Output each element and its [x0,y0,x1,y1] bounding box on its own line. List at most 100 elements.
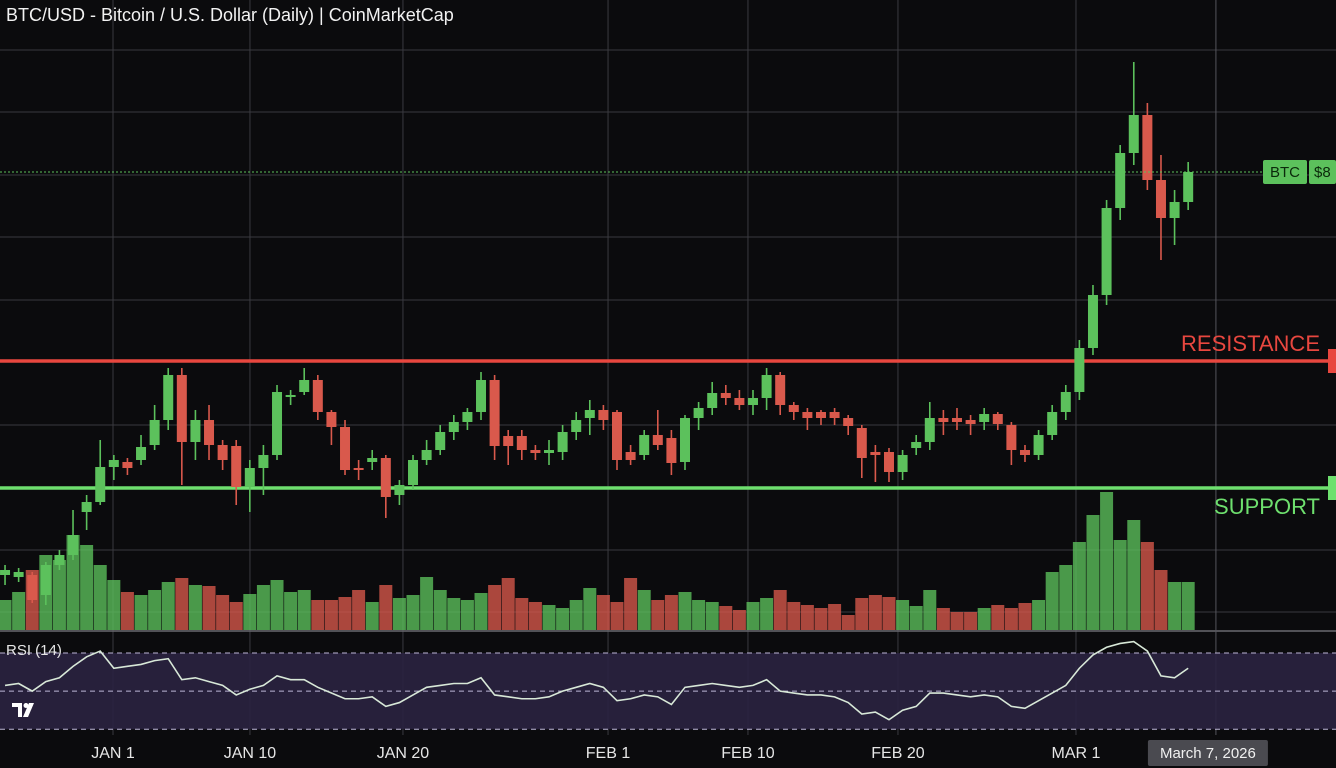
volume-bar [977,608,991,630]
x-tick-label: JAN 10 [224,745,277,762]
candle-body [503,436,514,446]
volume-bar [556,608,570,630]
candle-body [965,420,976,424]
volume-bar [1032,600,1046,630]
volume-bar [338,597,352,630]
candle-body [584,410,595,418]
volume-bar [528,602,542,630]
candle-body [0,570,11,575]
candle-body [367,458,378,462]
candle-body [679,418,690,462]
candle-body [747,398,758,405]
volume-bar [148,590,162,630]
candle-body [408,460,419,485]
candle-body [1019,450,1030,455]
candle-body [897,455,908,472]
candle-body [217,445,228,460]
volume-bar [1127,520,1141,630]
volume-bar [107,580,121,630]
rsi-pane: RSI (14) [0,640,1336,730]
candle-body [1142,115,1153,180]
candle-body [625,452,636,460]
candle-body [802,412,813,418]
candle-body [421,450,432,460]
candle-body [68,535,79,555]
candle-body [54,555,65,565]
candle-body [108,460,119,467]
candle-body [340,427,351,470]
chart-title: BTC/USD - Bitcoin / U.S. Dollar (Daily) … [6,5,454,25]
candle-body [843,418,854,426]
candle-body [1087,295,1098,348]
level-label: SUPPORT [1214,494,1320,519]
level-marker [1328,349,1336,373]
candle-body [312,380,323,412]
volume-bar [161,582,175,630]
volume-bar [488,585,502,630]
volume-bar [936,608,950,630]
x-tick-label: FEB 10 [721,745,774,762]
rsi-label: RSI (14) [6,642,62,659]
volume-bar [420,577,434,630]
volume-bar [229,602,243,630]
volume-bar [678,592,692,630]
logo-part [12,703,22,717]
volume-bar [868,595,882,630]
candle-body [244,468,255,487]
candle-body [911,442,922,448]
volume-bar [1168,582,1182,630]
candle-body [1074,348,1085,392]
candle-body [734,398,745,405]
candle-body [516,436,527,450]
volume-bar [991,605,1005,630]
volume-bar [909,606,923,630]
candle-body [1128,115,1139,153]
volume-bar [882,597,896,630]
candle-body [1115,153,1126,208]
volume-bar [760,598,774,630]
x-tick-label: FEB 20 [871,745,924,762]
volume [0,492,1195,630]
candle-body [788,405,799,412]
candle-body [761,375,772,398]
candle-body [462,412,473,422]
volume-bar [365,602,379,630]
candle-body [557,432,568,452]
candle-body [883,452,894,472]
x-tick-label: FEB 1 [586,745,631,762]
volume-bar [324,600,338,630]
candle-body [829,412,840,418]
tradingview-logo [12,703,34,717]
candle-body [326,412,337,427]
volume-bar [175,578,189,630]
volume-bar [460,600,474,630]
candle-body [530,450,541,453]
volume-bar [746,602,760,630]
candle-body [870,452,881,455]
candle-body [775,375,786,405]
candle-body [40,565,51,595]
volume-bar [202,586,216,630]
candle-body [639,435,650,455]
x-tick-label: MAR 1 [1052,745,1101,762]
candle-body [938,418,949,422]
volume-bar [406,595,420,630]
candle-body [612,412,623,460]
candle-body [136,447,147,460]
candle-body [285,395,296,397]
volume-bar [732,610,746,630]
volume-bar [841,615,855,630]
volume-bar [352,590,366,630]
candle-body [353,468,364,470]
candle-body [720,393,731,398]
volume-bar [379,585,393,630]
volume-bar [664,595,678,630]
rsi-line [4,640,1189,721]
volume-bar [651,600,665,630]
volume-bar [1100,492,1114,630]
overlay: JAN 1 JAN 10 JAN 20 FEB 1 FEB 10 FEB 20 MAR 1 B… [0,160,1336,766]
volume-bar [188,585,202,630]
candle-body [204,420,215,445]
